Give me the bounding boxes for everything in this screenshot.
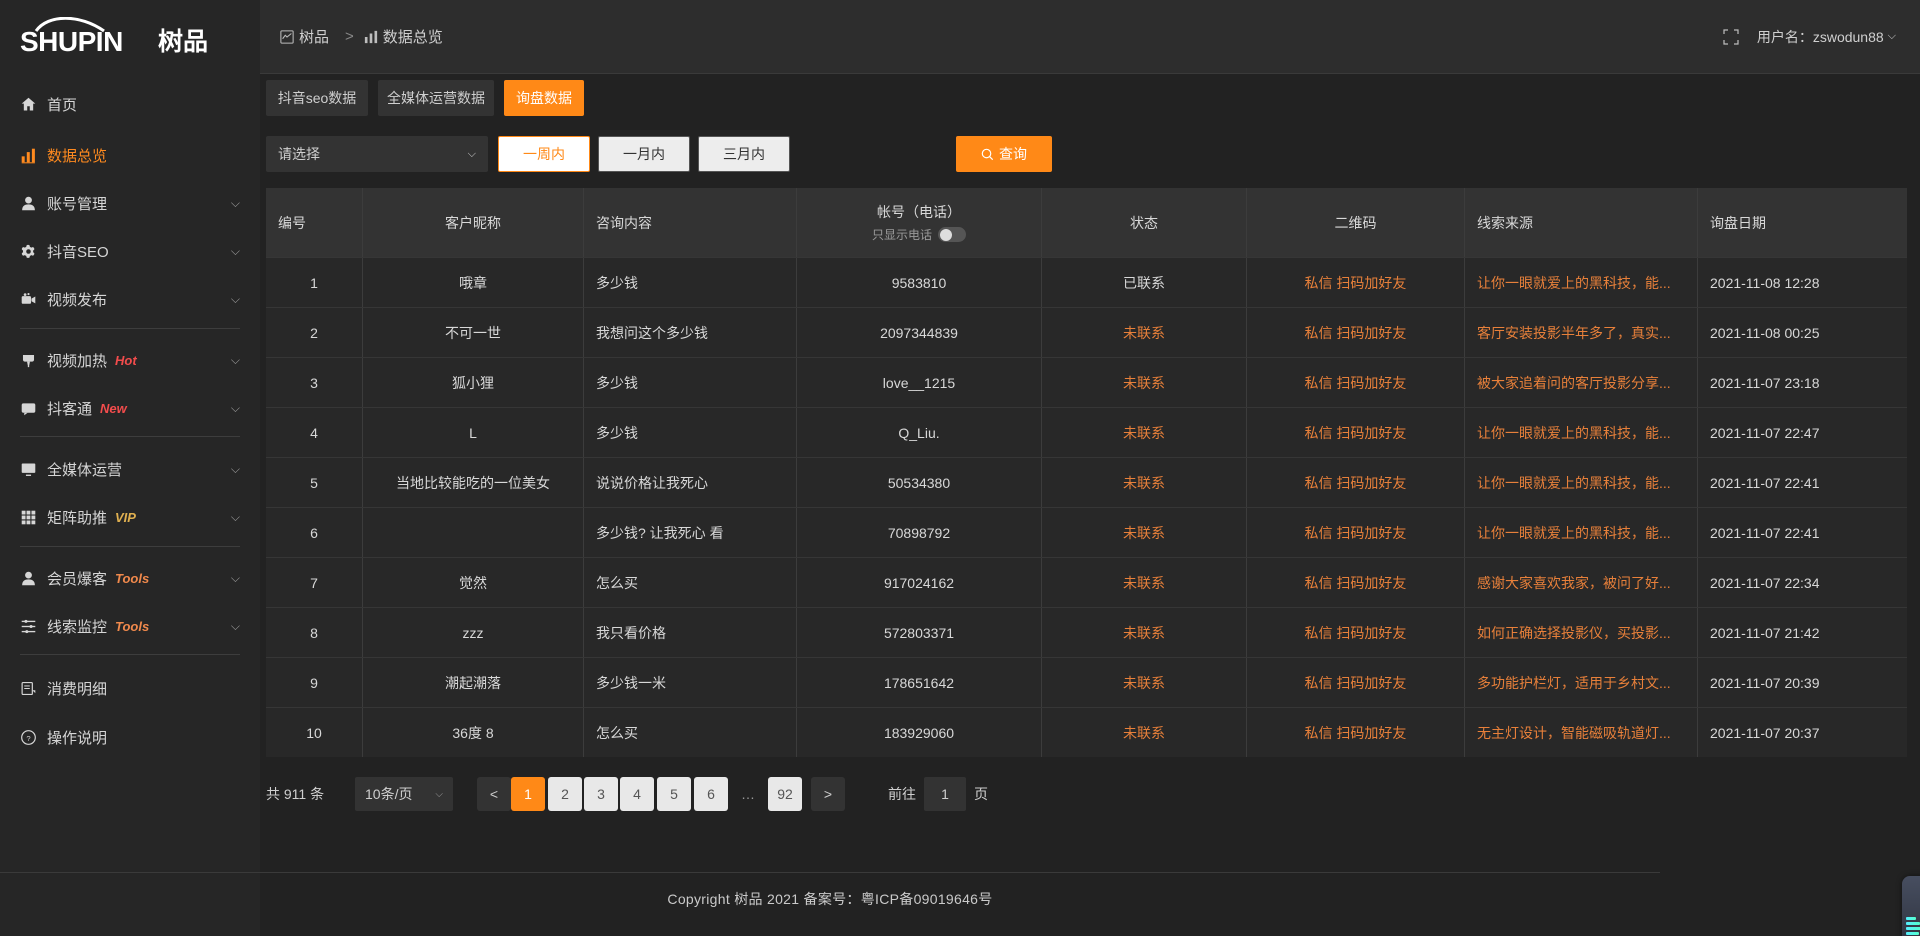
svg-text:树品: 树品 — [158, 28, 208, 56]
svg-text:?: ? — [26, 733, 30, 742]
svg-text:SHUPIN: SHUPIN — [20, 26, 123, 57]
